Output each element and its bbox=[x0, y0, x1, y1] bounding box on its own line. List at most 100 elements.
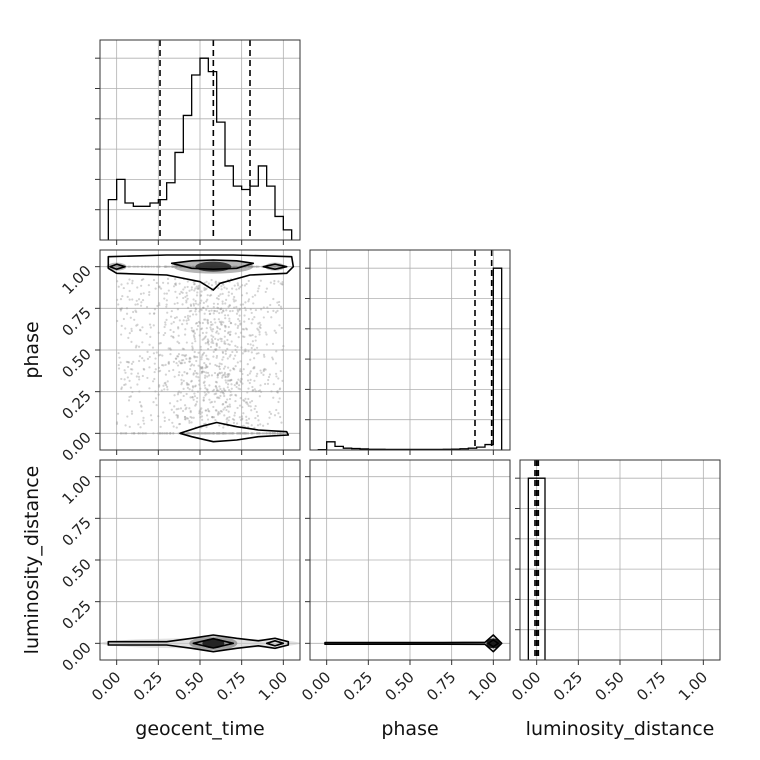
scatter-point bbox=[183, 418, 187, 421]
scatter-point bbox=[222, 432, 225, 435]
scatter-point bbox=[219, 391, 222, 394]
scatter-point bbox=[265, 432, 268, 435]
scatter-point bbox=[244, 432, 247, 435]
scatter-point bbox=[246, 379, 250, 382]
scatter-point bbox=[268, 432, 271, 435]
scatter-point bbox=[185, 299, 188, 302]
scatter-point bbox=[140, 301, 143, 304]
scatter-point bbox=[128, 278, 131, 281]
scatter-point bbox=[232, 357, 235, 360]
scatter-point bbox=[245, 419, 248, 422]
scatter-point bbox=[170, 335, 173, 338]
scatter-point bbox=[211, 389, 214, 393]
scatter-point bbox=[250, 399, 254, 403]
scatter-point bbox=[237, 378, 240, 381]
scatter-point bbox=[260, 390, 263, 394]
scatter-point bbox=[199, 345, 202, 348]
scatter-point bbox=[258, 321, 261, 324]
y-tick-label: 0.25 bbox=[58, 597, 94, 633]
scatter-point bbox=[226, 416, 229, 420]
scatter-point bbox=[233, 368, 236, 371]
scatter-point bbox=[216, 396, 219, 399]
scatter-point bbox=[215, 432, 218, 435]
scatter-point bbox=[120, 333, 123, 336]
scatter-point bbox=[185, 381, 188, 385]
scatter-point bbox=[154, 368, 157, 371]
scatter-point bbox=[230, 387, 233, 390]
scatter-point bbox=[229, 333, 232, 336]
scatter-point bbox=[125, 432, 128, 435]
scatter-point bbox=[204, 374, 207, 377]
scatter-point bbox=[253, 348, 256, 351]
scatter-point bbox=[181, 303, 184, 306]
scatter-point bbox=[199, 432, 202, 435]
scatter-point bbox=[249, 432, 253, 435]
scatter-point bbox=[246, 391, 249, 394]
axis-ticks-luminosity-distance-vs-geocent-time bbox=[95, 476, 284, 665]
density-peak bbox=[195, 261, 232, 272]
scatter-point bbox=[171, 265, 174, 268]
scatter-point bbox=[217, 318, 220, 321]
scatter-point bbox=[187, 432, 190, 435]
scatter-point bbox=[220, 307, 223, 310]
scatter-point bbox=[250, 432, 254, 435]
scatter-point bbox=[121, 295, 124, 298]
scatter-point bbox=[136, 303, 139, 306]
scatter-point bbox=[157, 331, 160, 334]
scatter-point bbox=[238, 369, 242, 373]
scatter-point bbox=[236, 326, 239, 329]
scatter-point bbox=[250, 424, 253, 427]
scatter-point bbox=[152, 278, 156, 282]
scatter-point bbox=[183, 286, 186, 289]
scatter-point bbox=[124, 432, 128, 435]
scatter-point bbox=[228, 432, 231, 435]
scatter-point bbox=[247, 279, 250, 283]
scatter-point bbox=[257, 432, 261, 435]
scatter-point bbox=[136, 323, 139, 326]
scatter-point bbox=[140, 265, 143, 268]
scatter-point bbox=[215, 354, 219, 358]
scatter-point bbox=[222, 426, 225, 429]
scatter-point bbox=[192, 432, 195, 435]
scatter-point bbox=[158, 265, 161, 268]
scatter-point bbox=[177, 334, 180, 337]
scatter-point bbox=[227, 343, 230, 346]
scatter-point bbox=[176, 416, 179, 419]
scatter-point bbox=[222, 310, 225, 313]
scatter-point bbox=[116, 319, 119, 323]
scatter-point bbox=[220, 340, 223, 343]
y-axis-label-phase: phase bbox=[21, 321, 43, 378]
scatter-point bbox=[210, 323, 213, 327]
scatter-point bbox=[184, 328, 187, 331]
axis-ticks-geocent-time-marginal bbox=[95, 57, 284, 245]
scatter-point bbox=[159, 342, 162, 345]
scatter-point bbox=[187, 432, 190, 435]
scatter-point bbox=[273, 414, 277, 417]
scatter-point bbox=[249, 405, 252, 408]
scatter-point bbox=[212, 432, 215, 435]
scatter-point bbox=[148, 366, 151, 369]
scatter-point bbox=[122, 317, 125, 321]
scatter-point bbox=[152, 432, 155, 435]
scatter-point bbox=[259, 369, 262, 372]
scatter-point bbox=[178, 371, 181, 374]
scatter-point bbox=[218, 346, 221, 349]
scatter-point bbox=[254, 294, 257, 297]
scatter-point bbox=[260, 371, 263, 374]
scatter-point bbox=[218, 367, 222, 371]
scatter-point bbox=[271, 342, 275, 345]
scatter-point bbox=[126, 376, 129, 379]
scatter-point bbox=[275, 350, 278, 353]
scatter-point bbox=[200, 372, 203, 375]
scatter-point bbox=[182, 288, 185, 291]
scatter-point bbox=[208, 309, 211, 313]
scatter-point bbox=[235, 312, 239, 315]
y-tick-label: 0.75 bbox=[58, 303, 94, 339]
scatter-point bbox=[246, 373, 249, 377]
scatter-point bbox=[237, 336, 240, 339]
scatter-point bbox=[204, 422, 207, 425]
scatter-point bbox=[247, 422, 250, 425]
scatter-point bbox=[141, 341, 144, 344]
scatter-point bbox=[193, 356, 196, 359]
scatter-point bbox=[117, 363, 120, 367]
